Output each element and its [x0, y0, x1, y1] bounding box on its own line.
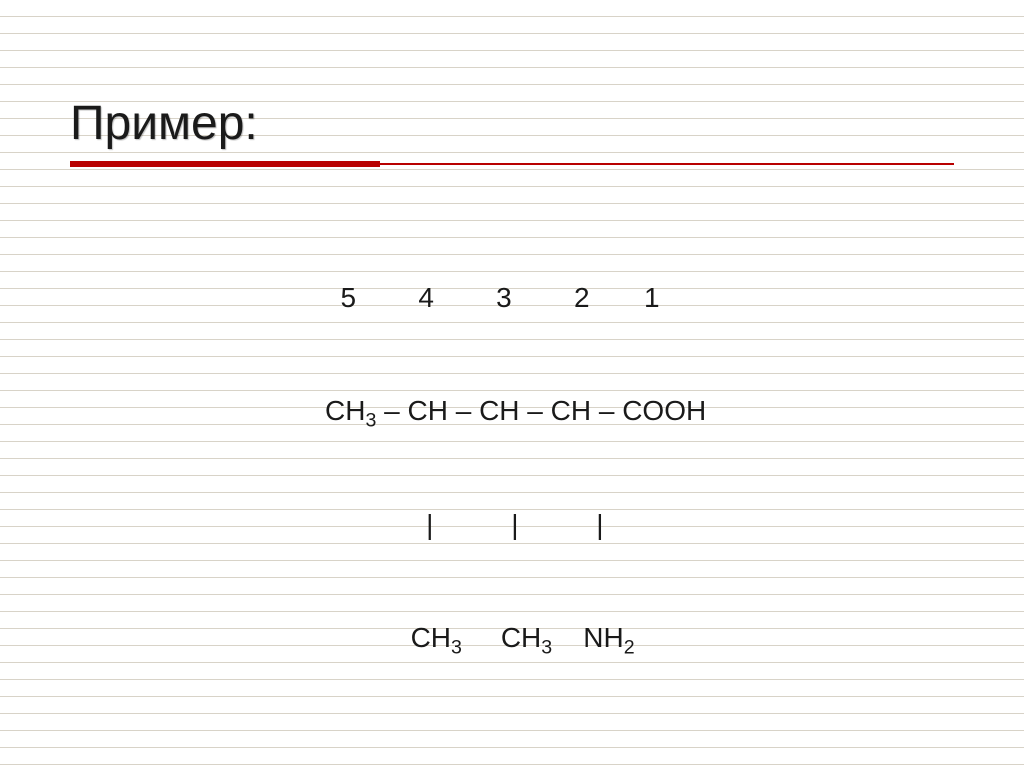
chemical-formula: 5 4 3 2 1 CH3 – CH – CH – CH – COOH | | … [70, 203, 954, 733]
formula-carbon-numbers: 5 4 3 2 1 [70, 279, 954, 317]
underline-thick [70, 161, 380, 167]
slide: Пример: 5 4 3 2 1 CH3 – CH – CH – CH – C… [0, 0, 1024, 767]
title-underline [70, 161, 954, 167]
compound-name: 2 - амино – 3,4 – диметилпентановая кисл… [70, 761, 954, 767]
formula-bond-lines: | | | [70, 506, 954, 544]
formula-substituents: CH3 CH3 NH2 [70, 619, 954, 657]
underline-thin [380, 163, 954, 165]
slide-content: 5 4 3 2 1 CH3 – CH – CH – CH – COOH | | … [70, 203, 954, 767]
formula-main-chain: CH3 – CH – CH – CH – COOH [70, 392, 954, 430]
slide-title: Пример: [70, 96, 954, 151]
